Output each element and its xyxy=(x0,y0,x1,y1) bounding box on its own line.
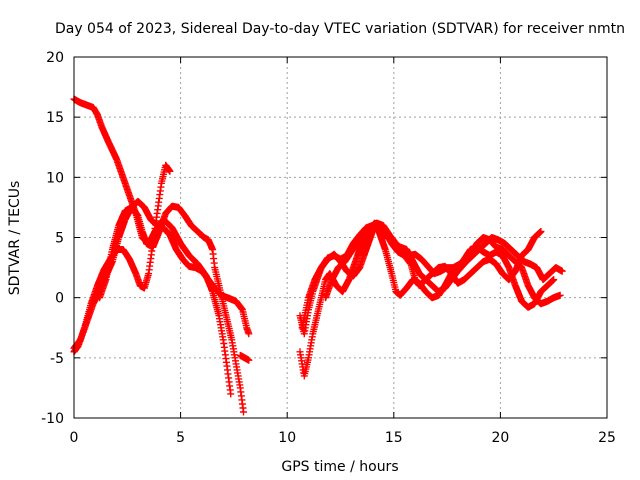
x-tick-labels: 0 5 10 15 20 25 xyxy=(70,430,616,446)
y-tick-label: 5 xyxy=(55,231,64,247)
chart-title: Day 054 of 2023, Sidereal Day-to-day VTE… xyxy=(55,21,625,37)
x-tick-label: 25 xyxy=(598,430,616,446)
y-tick-label: 0 xyxy=(55,291,64,307)
series-track-9 xyxy=(322,219,566,302)
x-tick-label: 5 xyxy=(176,430,185,446)
x-tick-label: 10 xyxy=(278,430,296,446)
plus-markers xyxy=(298,222,558,332)
y-tick-label: 20 xyxy=(46,50,64,66)
y-tick-label: -5 xyxy=(50,351,64,367)
x-axis-label: GPS time / hours xyxy=(281,459,398,475)
axis-ticks xyxy=(73,56,608,419)
series-track-4 xyxy=(96,202,247,416)
data-marks xyxy=(70,95,566,416)
series-track-5 xyxy=(236,351,253,364)
y-axis-label: SDTVAR / TECUs xyxy=(7,181,23,296)
plus-markers xyxy=(322,219,566,302)
x-tick-label: 20 xyxy=(491,430,509,446)
x-tick-label: 0 xyxy=(70,430,79,446)
series-track-8 xyxy=(298,222,558,332)
x-tick-label: 15 xyxy=(385,430,403,446)
plus-markers xyxy=(236,351,253,364)
y-tick-label: -10 xyxy=(41,411,64,427)
plus-markers xyxy=(96,202,247,416)
y-tick-labels: -10 -5 0 5 10 15 20 xyxy=(41,50,64,427)
y-tick-label: 10 xyxy=(46,170,64,186)
y-tick-label: 15 xyxy=(46,110,64,126)
